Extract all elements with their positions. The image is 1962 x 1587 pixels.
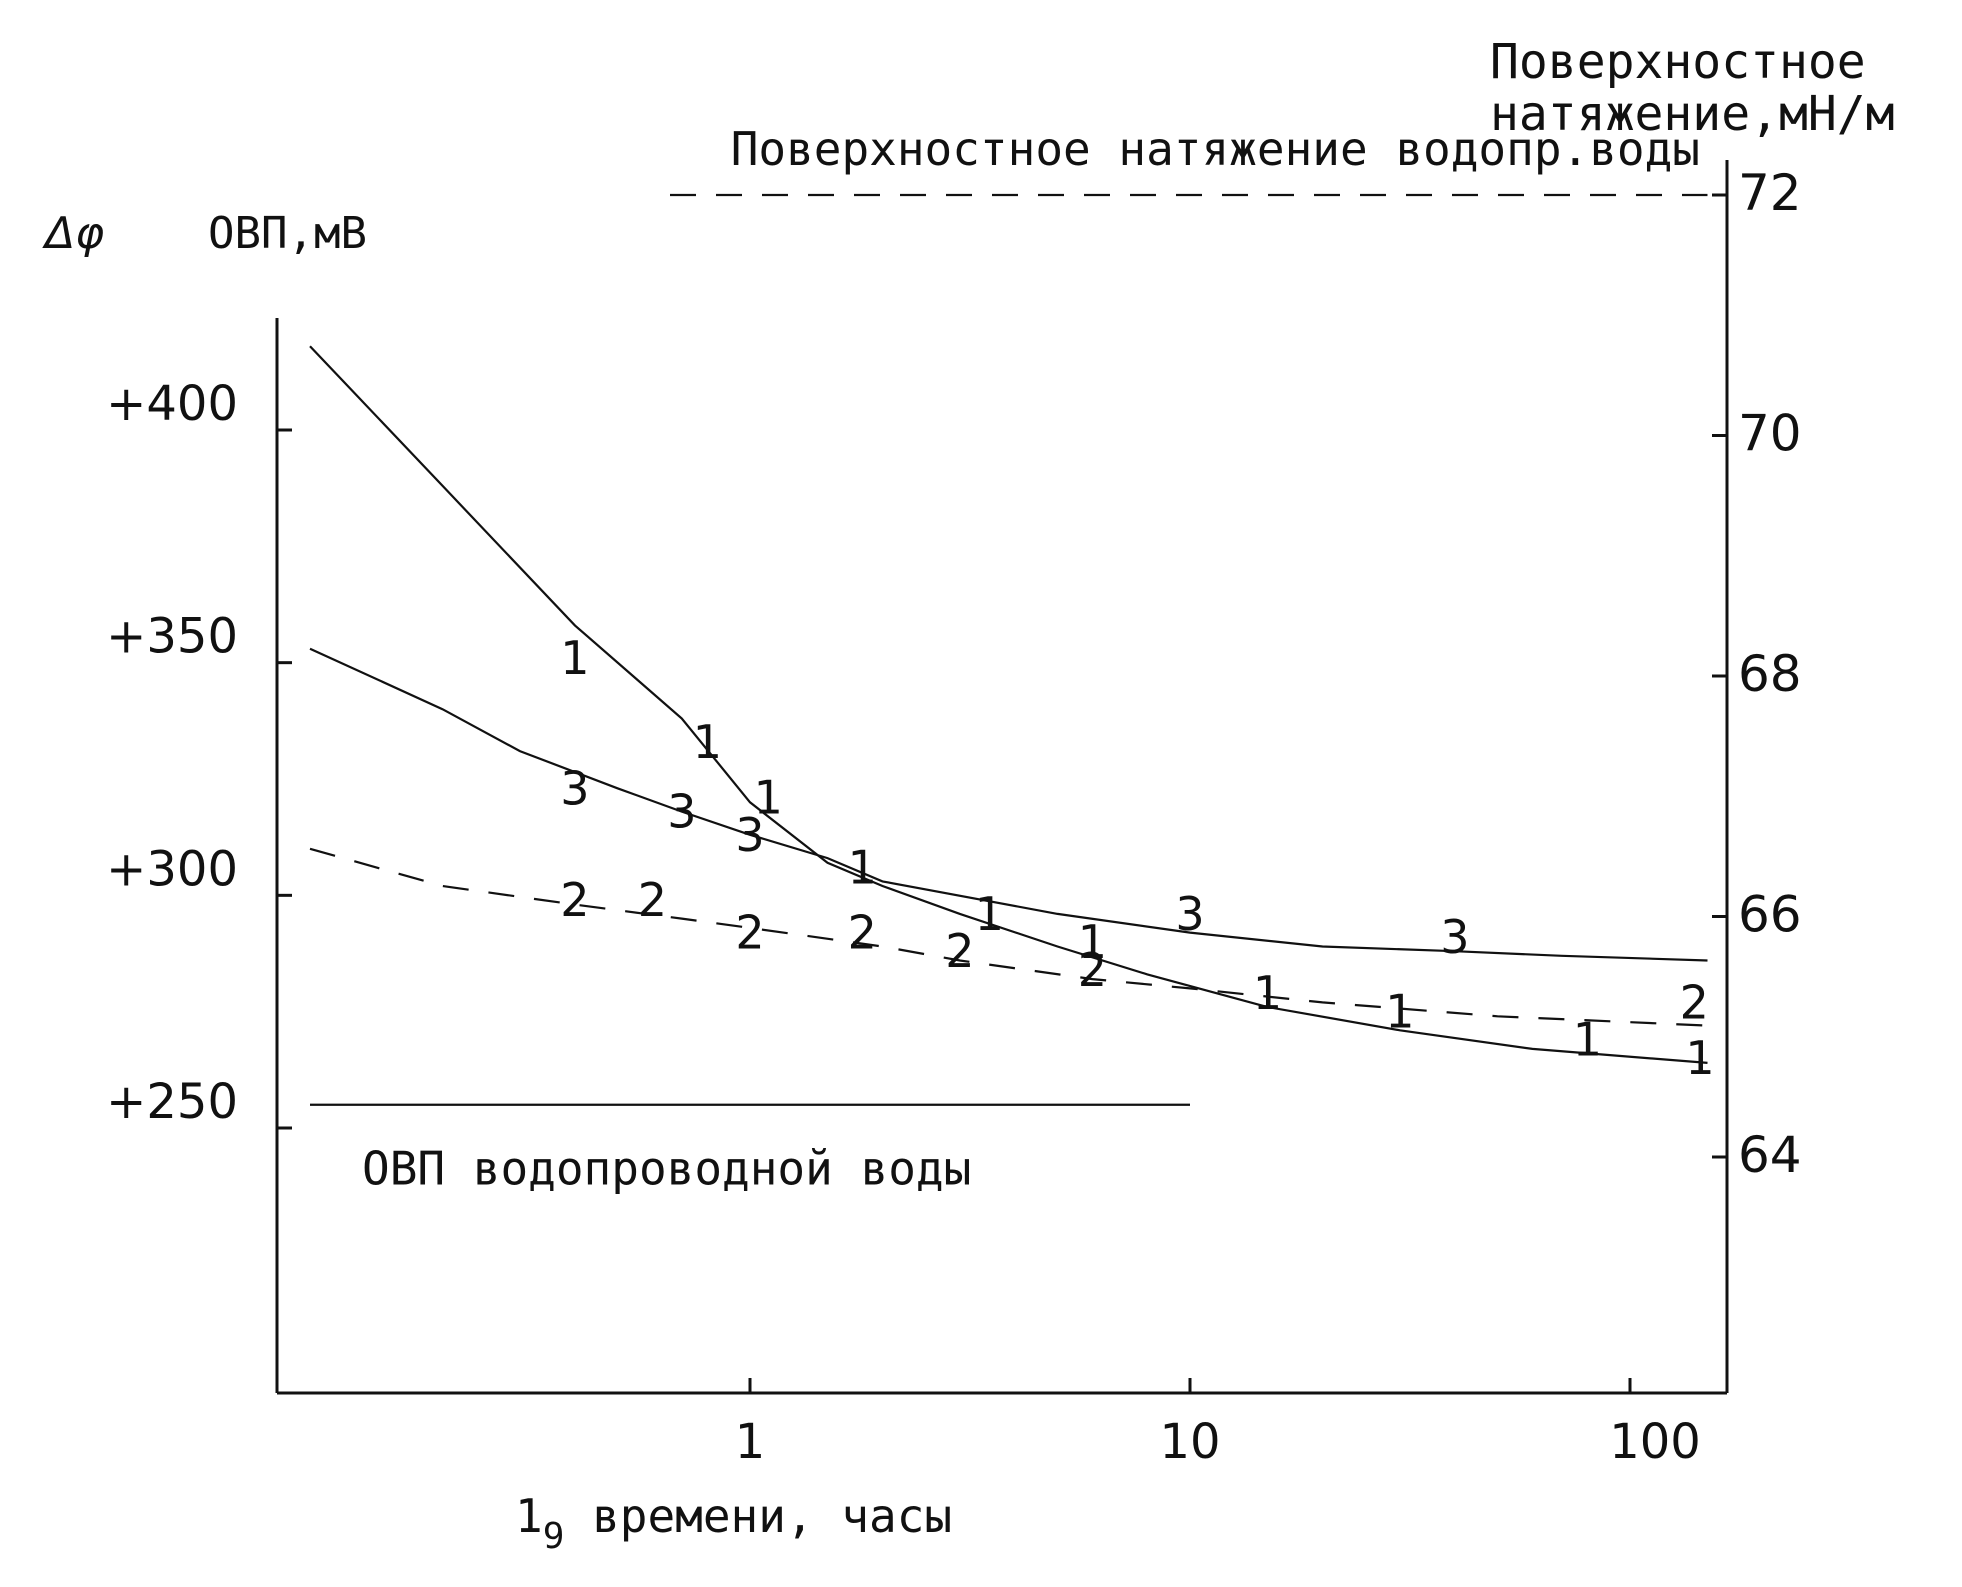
series-1-line: [309, 345, 1708, 1064]
series-3-point-label: 3: [667, 785, 696, 839]
series-2-point-label: 2: [560, 873, 589, 927]
series-2-point-label: 2: [848, 906, 877, 960]
left-axis-symbol: Δφ: [42, 208, 104, 259]
left-axis-label: ОВП,мВ: [208, 208, 367, 259]
x-axis-label-rest: времени, часы: [564, 1489, 952, 1543]
x-axis-label-main: 1: [515, 1489, 543, 1543]
axis-ticks: +400 +350 +300 +250 72 70 68 66 64 1 10 100: [106, 164, 1801, 1470]
series-2-point-label: 2: [638, 873, 667, 927]
series-1-point-label: 1: [975, 887, 1004, 941]
right-tick-label: 72: [1738, 164, 1802, 222]
x-axis-label: 19 времени, часы: [515, 1489, 952, 1557]
x-axis-label-sub: 9: [543, 1516, 565, 1557]
right-axis-label-line1: Поверхностное: [1490, 34, 1866, 90]
series-1-point-label: 1: [1078, 915, 1107, 969]
series-3-point-label: 3: [1175, 887, 1204, 941]
reference-lines: ОВП водопроводной воды Поверхностное натя…: [310, 122, 1708, 1196]
x-tick-label: 100: [1609, 1414, 1701, 1470]
series-1-point-label: 1: [693, 715, 722, 769]
series-3-point-label: 3: [1440, 910, 1469, 964]
right-tick-label: 68: [1738, 645, 1802, 703]
series-2-point-label: 2: [1680, 975, 1709, 1029]
series-3-point-label: 3: [735, 808, 764, 862]
right-tick-label: 66: [1738, 886, 1802, 944]
series-2-point-label: 2: [735, 906, 764, 960]
series-1-point-label: 1: [560, 631, 589, 685]
series-2-point-label: 2: [945, 924, 974, 978]
x-tick-label: 1: [735, 1414, 766, 1470]
reference-line-label: Поверхностное натяжение водопр.воды: [731, 122, 1700, 176]
series-1-point-label: 1: [1253, 966, 1282, 1020]
right-tick-label: 70: [1738, 405, 1802, 463]
series-2-line: [309, 847, 1708, 1027]
reference-line-label: ОВП водопроводной воды: [362, 1142, 971, 1196]
right-axis-label-line2: натяжение,мН/м: [1490, 86, 1895, 142]
series-1-point-label: 1: [1385, 985, 1414, 1039]
data-series: [309, 345, 1708, 1064]
series-1-point-label: 1: [1685, 1031, 1714, 1085]
left-tick-label: +250: [106, 1074, 238, 1130]
left-tick-label: +400: [106, 376, 238, 432]
series-2-point-label: 2: [1078, 943, 1107, 997]
series-1-point-label: 1: [848, 840, 877, 894]
series-3-point-label: 3: [560, 761, 589, 815]
series-1-point-label: 1: [1573, 1013, 1602, 1067]
x-tick-label: 10: [1159, 1414, 1220, 1470]
right-tick-label: 64: [1738, 1126, 1802, 1184]
left-tick-label: +300: [106, 841, 238, 897]
series-1-point-label: 1: [754, 771, 783, 825]
left-tick-label: +350: [106, 609, 238, 665]
series-3-line: [309, 647, 1708, 962]
